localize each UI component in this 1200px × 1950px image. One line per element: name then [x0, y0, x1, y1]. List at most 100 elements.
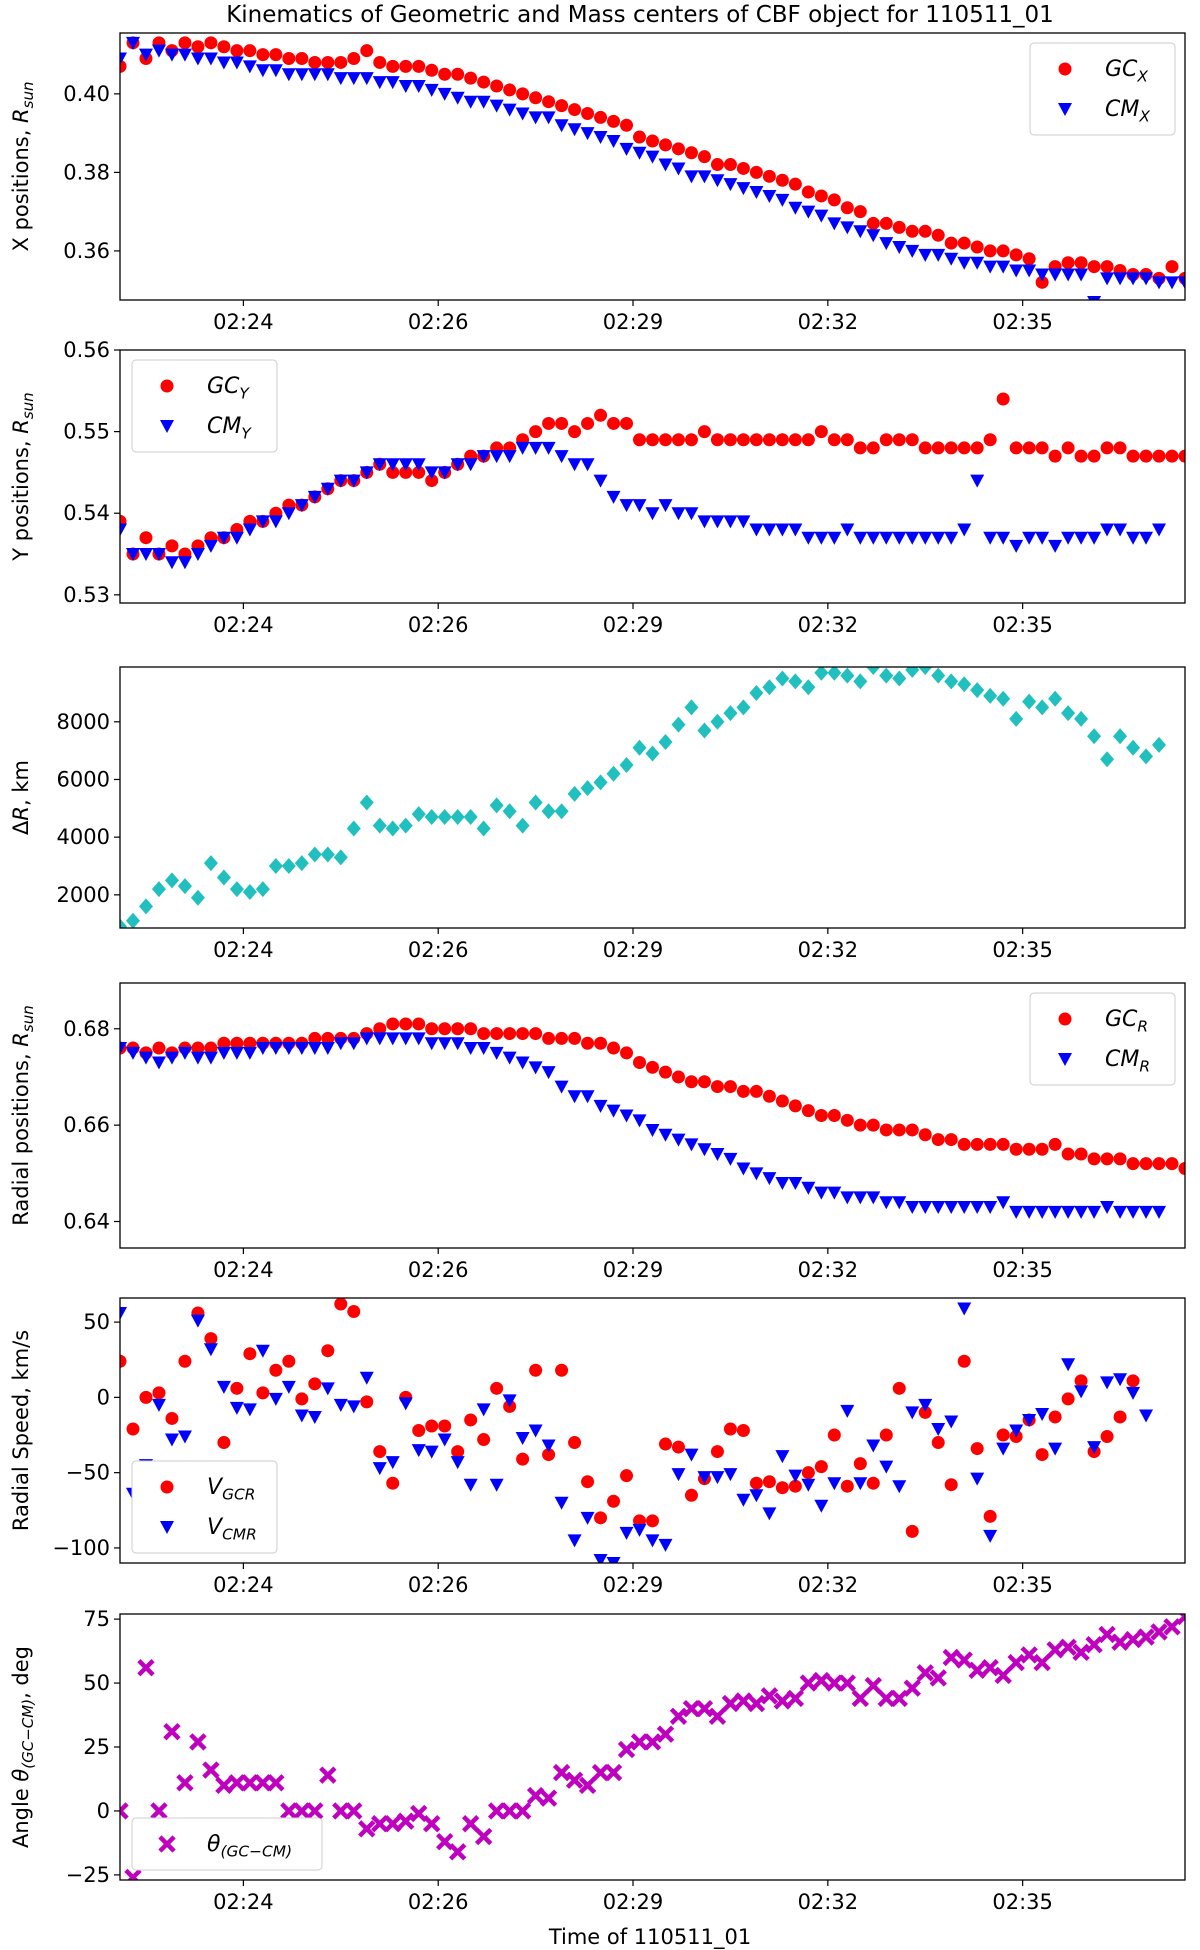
data-point	[555, 1031, 569, 1045]
data-point	[606, 1557, 621, 1563]
data-point	[243, 1347, 257, 1361]
data-point	[983, 687, 998, 704]
data-point	[164, 1051, 179, 1065]
data-point	[190, 1051, 205, 1065]
data-point	[671, 1440, 685, 1454]
data-point	[151, 881, 166, 898]
data-point	[710, 713, 725, 730]
data-point	[398, 458, 413, 472]
data-point	[464, 1022, 478, 1036]
x-tick-label: 02:24	[213, 613, 274, 637]
data-point	[697, 722, 712, 739]
data-point	[892, 1381, 906, 1395]
data-point	[1139, 531, 1154, 545]
data-point	[593, 131, 608, 145]
y-tick-label: −50	[66, 1461, 110, 1485]
y-axis-label: ΔR, km	[9, 760, 33, 835]
data-point	[892, 1480, 907, 1494]
data-point	[983, 1137, 997, 1151]
data-point	[399, 59, 413, 73]
data-point	[1035, 531, 1050, 545]
data-point	[853, 441, 867, 455]
y-tick-label: 75	[83, 1607, 110, 1631]
data-point	[775, 523, 790, 537]
data-point	[477, 1433, 491, 1447]
data-point	[892, 220, 906, 234]
data-point	[567, 123, 582, 137]
data-point	[542, 95, 556, 109]
data-point	[229, 881, 244, 898]
data-point	[320, 482, 335, 496]
data-point	[242, 1403, 257, 1417]
data-point	[1126, 272, 1141, 286]
data-point	[120, 1042, 127, 1056]
data-point	[412, 465, 426, 479]
data-point	[581, 1036, 595, 1050]
data-point	[555, 99, 569, 113]
data-point	[229, 531, 244, 545]
data-point	[1087, 1441, 1102, 1455]
data-point	[164, 1433, 179, 1447]
data-point	[983, 531, 998, 545]
data-point	[125, 36, 140, 50]
data-point	[398, 817, 413, 834]
data-point	[268, 64, 283, 78]
data-point	[228, 1774, 246, 1792]
data-point	[827, 1477, 842, 1491]
y-tick-label: 25	[83, 1735, 110, 1759]
x-tick-label: 02:35	[992, 310, 1053, 334]
data-point	[710, 1148, 725, 1162]
data-point	[437, 1037, 452, 1051]
data-point	[425, 1419, 439, 1433]
data-point	[747, 1694, 766, 1713]
data-point	[594, 110, 608, 124]
data-point	[1035, 441, 1049, 455]
figure-x-axis-label: Time of 110511_01	[548, 1925, 751, 1950]
data-point	[593, 1553, 608, 1563]
legend-label: GCR	[1105, 1007, 1148, 1036]
data-point	[1074, 449, 1088, 463]
data-point	[138, 48, 153, 62]
data-point	[970, 682, 985, 699]
data-point	[139, 1390, 153, 1404]
data-point	[346, 474, 361, 488]
data-point	[944, 531, 959, 545]
data-point	[1152, 1205, 1167, 1219]
data-point	[254, 1774, 272, 1792]
data-point	[669, 1707, 688, 1725]
data-point	[385, 1032, 400, 1046]
plot-area	[120, 1614, 1200, 1880]
data-point	[957, 236, 971, 250]
data-point	[306, 1802, 324, 1820]
data-point	[539, 1789, 558, 1807]
data-point	[996, 1442, 1011, 1456]
data-point	[996, 531, 1011, 545]
data-point	[630, 1733, 649, 1751]
data-point	[1163, 1618, 1181, 1636]
x-tick-label: 02:29	[603, 938, 664, 962]
axes-frame	[119, 1297, 1186, 1564]
data-point	[346, 820, 361, 837]
y-axis-label: Angle θ(GC−CM), deg	[9, 1646, 37, 1848]
data-point	[255, 515, 270, 529]
data-point	[879, 531, 894, 545]
data-point	[334, 55, 348, 69]
data-point	[516, 87, 530, 101]
data-point	[864, 1676, 882, 1695]
data-point	[384, 1815, 402, 1833]
data-point	[281, 68, 296, 82]
data-point	[542, 416, 556, 430]
data-point	[541, 111, 556, 125]
data-point	[723, 515, 738, 529]
data-point	[1100, 260, 1114, 274]
data-point	[139, 531, 153, 545]
data-point	[788, 1176, 803, 1190]
data-point	[138, 548, 153, 562]
data-point	[332, 1802, 350, 1820]
data-point	[1113, 441, 1127, 455]
data-point	[578, 1776, 597, 1795]
data-point	[1022, 264, 1037, 278]
data-point	[515, 1432, 530, 1446]
data-point	[1192, 1619, 1200, 1630]
data-point	[879, 433, 893, 447]
